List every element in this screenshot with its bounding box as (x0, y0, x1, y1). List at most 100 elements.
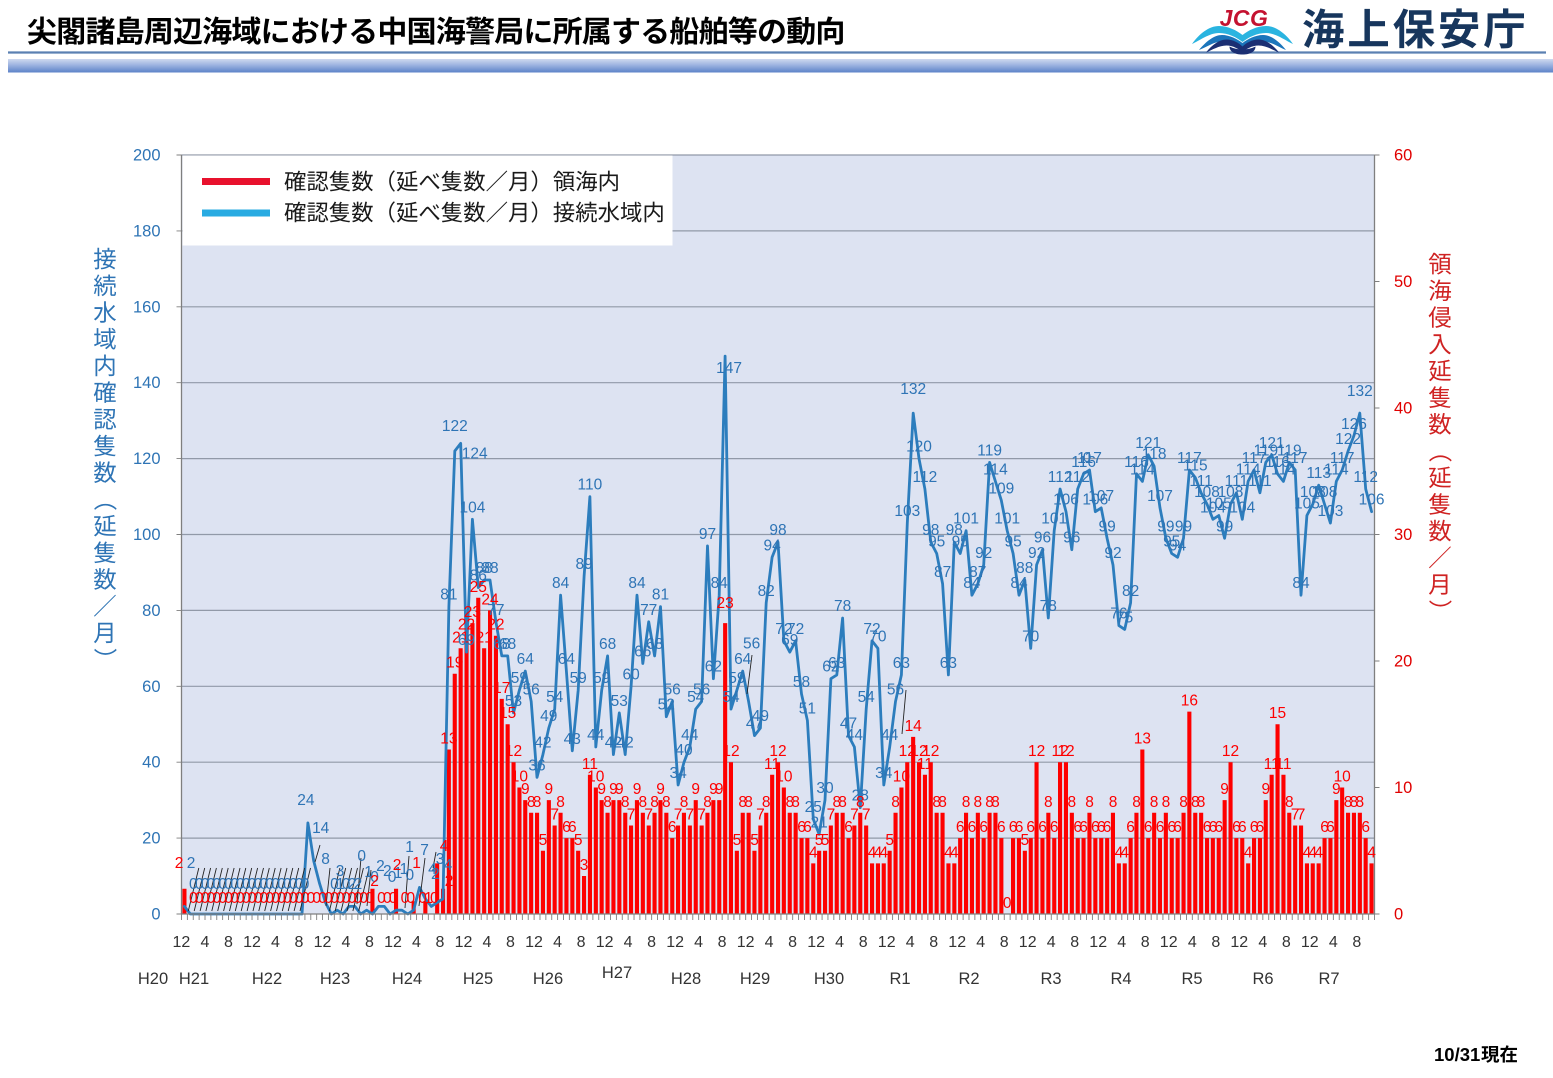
svg-text:7: 7 (550, 807, 559, 824)
svg-text:116: 116 (1071, 454, 1096, 471)
svg-text:8: 8 (703, 794, 712, 811)
svg-text:52: 52 (658, 697, 675, 714)
svg-text:116: 116 (1265, 454, 1290, 471)
svg-text:7: 7 (827, 807, 836, 824)
svg-text:66: 66 (634, 644, 651, 661)
svg-text:70: 70 (1022, 628, 1040, 645)
svg-text:34: 34 (669, 765, 687, 782)
svg-text:8: 8 (1352, 934, 1361, 951)
svg-text:0: 0 (295, 876, 304, 893)
svg-text:4: 4 (444, 857, 453, 874)
svg-text:R7: R7 (1318, 970, 1339, 988)
svg-text:7: 7 (1297, 807, 1306, 824)
svg-text:9: 9 (1220, 781, 1229, 798)
svg-text:106: 106 (1053, 492, 1079, 509)
svg-text:60: 60 (622, 666, 640, 683)
svg-text:111: 111 (1248, 473, 1272, 490)
svg-text:68: 68 (493, 636, 510, 653)
svg-text:9: 9 (709, 781, 718, 798)
svg-text:6: 6 (1009, 819, 1018, 836)
svg-text:0: 0 (218, 876, 227, 893)
svg-text:0: 0 (212, 876, 221, 893)
svg-text:8: 8 (985, 794, 994, 811)
svg-text:8: 8 (1132, 794, 1141, 811)
svg-text:112: 112 (1065, 469, 1090, 486)
svg-text:60: 60 (1394, 147, 1412, 165)
svg-text:8: 8 (1150, 794, 1159, 811)
svg-text:111: 111 (1225, 473, 1249, 490)
svg-text:47: 47 (840, 716, 857, 733)
svg-text:8: 8 (1344, 794, 1353, 811)
svg-text:9: 9 (609, 781, 618, 798)
svg-text:6: 6 (1238, 819, 1247, 836)
svg-text:108: 108 (1218, 484, 1244, 501)
svg-text:78: 78 (1040, 598, 1057, 615)
svg-text:0: 0 (318, 890, 327, 907)
svg-text:1: 1 (394, 865, 403, 882)
svg-text:30: 30 (816, 780, 834, 797)
svg-text:0: 0 (195, 890, 204, 907)
svg-text:50: 50 (1394, 273, 1412, 291)
svg-text:72: 72 (863, 621, 880, 638)
svg-text:6: 6 (1232, 819, 1241, 836)
svg-text:2: 2 (393, 857, 402, 874)
svg-text:119: 119 (1277, 442, 1302, 459)
svg-text:10: 10 (893, 769, 911, 786)
svg-text:78: 78 (834, 598, 851, 615)
svg-text:12: 12 (878, 934, 896, 951)
svg-text:6: 6 (1256, 819, 1265, 836)
svg-text:0: 0 (342, 876, 351, 893)
svg-text:96: 96 (1063, 530, 1080, 547)
svg-text:4: 4 (1308, 844, 1317, 861)
svg-text:2: 2 (354, 876, 363, 893)
svg-text:68: 68 (499, 636, 516, 653)
svg-text:19: 19 (446, 655, 463, 672)
svg-text:14: 14 (312, 820, 330, 837)
svg-text:12: 12 (525, 934, 543, 951)
svg-text:0: 0 (401, 890, 410, 907)
svg-text:0: 0 (357, 848, 366, 865)
svg-text:6: 6 (1091, 819, 1100, 836)
svg-text:12: 12 (455, 934, 473, 951)
svg-text:12: 12 (769, 743, 786, 760)
svg-text:42: 42 (605, 735, 622, 752)
svg-text:14: 14 (905, 718, 923, 735)
svg-text:4: 4 (976, 934, 985, 951)
svg-text:0: 0 (277, 890, 286, 907)
svg-text:15: 15 (499, 705, 516, 722)
svg-text:9: 9 (1261, 781, 1270, 798)
svg-text:22: 22 (487, 617, 504, 634)
svg-text:84: 84 (963, 575, 981, 592)
svg-text:2: 2 (383, 863, 392, 880)
svg-text:12: 12 (1057, 743, 1074, 760)
svg-text:58: 58 (793, 674, 810, 691)
svg-text:9: 9 (521, 781, 530, 798)
svg-text:94: 94 (1169, 537, 1187, 554)
svg-text:98: 98 (922, 522, 939, 539)
svg-text:95: 95 (928, 534, 945, 551)
svg-text:10: 10 (1334, 769, 1352, 786)
svg-text:4: 4 (1120, 844, 1129, 861)
svg-text:H29: H29 (740, 970, 770, 988)
svg-text:115: 115 (1183, 458, 1208, 475)
svg-text:8: 8 (791, 794, 800, 811)
svg-text:21: 21 (476, 629, 493, 646)
svg-text:0: 0 (224, 876, 233, 893)
svg-text:21: 21 (810, 814, 827, 831)
svg-text:54: 54 (546, 689, 564, 706)
svg-text:4: 4 (944, 844, 953, 861)
svg-text:0: 0 (289, 890, 298, 907)
svg-text:47: 47 (746, 716, 763, 733)
svg-text:8: 8 (973, 794, 982, 811)
svg-text:R5: R5 (1181, 970, 1202, 988)
svg-text:0: 0 (377, 890, 386, 907)
svg-text:12: 12 (505, 743, 522, 760)
svg-text:49: 49 (540, 708, 557, 725)
svg-text:8: 8 (738, 794, 747, 811)
svg-text:4: 4 (1188, 934, 1197, 951)
svg-text:0: 0 (283, 876, 292, 893)
svg-text:114: 114 (1271, 461, 1296, 478)
svg-text:5: 5 (750, 832, 759, 849)
svg-text:22: 22 (458, 617, 475, 634)
svg-text:20: 20 (1394, 653, 1412, 671)
